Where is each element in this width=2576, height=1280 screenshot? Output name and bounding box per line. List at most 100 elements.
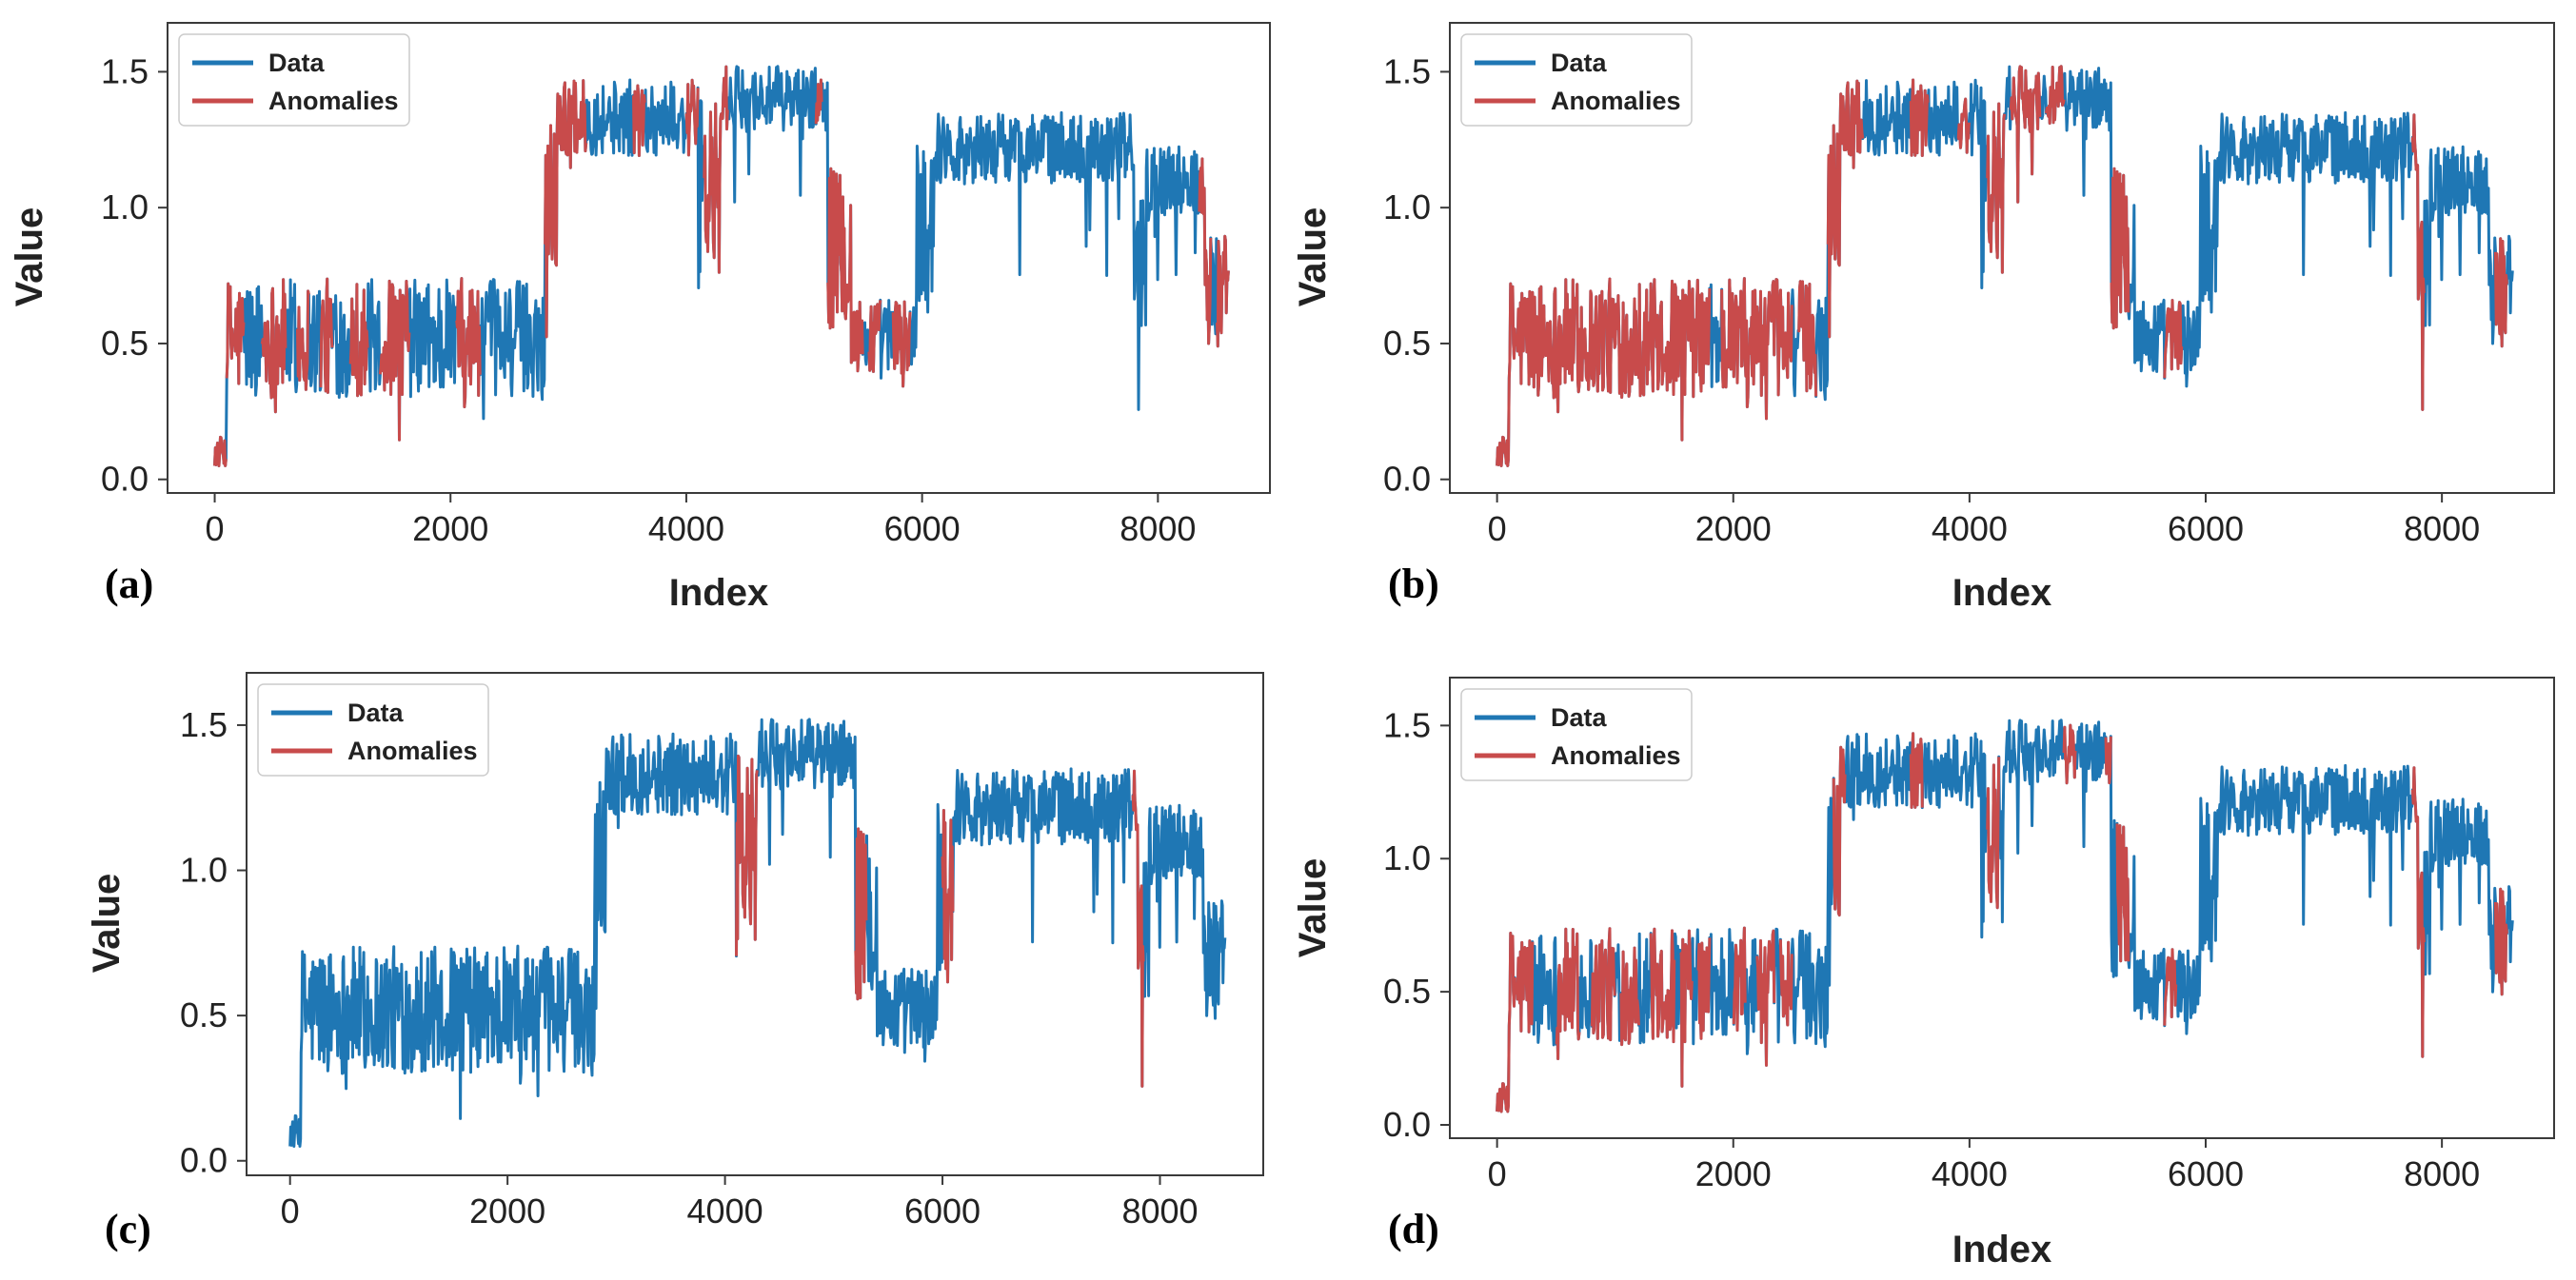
x-tick-label: 6000 xyxy=(884,509,961,548)
legend: Data Anomalies xyxy=(178,33,410,127)
x-tick-label: 0 xyxy=(206,509,225,548)
y-tick-label: 0.0 xyxy=(180,1141,228,1180)
legend-label-anomalies: Anomalies xyxy=(1551,87,1681,115)
anomaly-segment xyxy=(1216,234,1230,348)
panel-label: (a) xyxy=(105,561,153,607)
anomaly-segment xyxy=(544,79,588,339)
legend: Data Anomalies xyxy=(1460,33,1693,127)
x-tick-label: 6000 xyxy=(2168,509,2244,548)
panel-label: (c) xyxy=(105,1206,151,1252)
anomaly-segment xyxy=(2062,723,2077,785)
x-tick-label: 0 xyxy=(1488,1154,1507,1193)
anomaly-segment xyxy=(854,827,868,1001)
anomaly-segment xyxy=(2494,887,2508,996)
x-tick-label: 4000 xyxy=(687,1191,763,1231)
y-tick-label: 0.5 xyxy=(1383,972,1431,1011)
y-tick-label: 0.5 xyxy=(1383,324,1431,363)
anomaly-segment xyxy=(1909,732,1924,809)
anomaly-segment xyxy=(225,282,246,385)
anomaly-segment xyxy=(1619,946,1640,1047)
y-tick-label: 1.5 xyxy=(180,705,228,744)
y-tick-label: 1.0 xyxy=(101,187,149,226)
anomaly-segment xyxy=(1755,929,1776,1067)
anomaly-segment xyxy=(2104,736,2112,785)
x-tick-label: 0 xyxy=(281,1191,300,1231)
y-tick-label: 0.0 xyxy=(1383,1105,1431,1144)
y-axis-title: Value xyxy=(1292,207,1334,307)
anomaly-segment xyxy=(1555,927,1581,1060)
legend-label-data: Data xyxy=(268,49,326,77)
anomaly-segment xyxy=(1198,157,1213,345)
anomaly-segment xyxy=(260,278,287,414)
anomaly-segment xyxy=(1732,926,1747,1032)
anomaly-segment xyxy=(2163,299,2184,379)
anomaly-segment xyxy=(1496,277,1712,467)
chart-panel-3: 0.0 0.5 1.0 1.5 0 2000 4000 6000 8000 Value (c) Dat… xyxy=(86,672,1264,1252)
anomaly-segment xyxy=(826,167,864,373)
anomaly-segment xyxy=(1986,102,2007,274)
anomaly-segment xyxy=(735,754,759,956)
anomaly-segment xyxy=(378,279,411,442)
y-tick-label: 1.0 xyxy=(180,851,228,890)
legend-label-anomalies: Anomalies xyxy=(268,87,399,115)
anomaly-segment xyxy=(891,300,912,388)
legend: Data Anomalies xyxy=(1460,688,1693,781)
y-axis-title: Value xyxy=(9,207,50,307)
legend-label-data: Data xyxy=(1551,703,1608,732)
y-tick-label: 0.0 xyxy=(1383,460,1431,499)
anomaly-segment xyxy=(1496,932,1516,1113)
y-tick-label: 0.0 xyxy=(101,460,149,499)
x-tick-label: 2000 xyxy=(1695,1154,1772,1193)
y-tick-label: 1.0 xyxy=(1383,187,1431,226)
x-axis-title: Index xyxy=(1952,1229,2051,1270)
anomaly-segment xyxy=(1778,939,1793,1027)
y-tick-label: 0.5 xyxy=(101,324,149,363)
anomaly-segment xyxy=(1590,927,1616,1042)
anomaly-segment xyxy=(1513,939,1535,1034)
y-axis-title: Value xyxy=(1292,858,1334,958)
anomaly-segment xyxy=(2410,113,2426,411)
y-tick-label: 1.5 xyxy=(101,51,149,90)
anomaly-segment xyxy=(2494,237,2508,348)
anomaly-segment xyxy=(1131,769,1145,1088)
anomaly-segment xyxy=(1720,277,1793,421)
x-axis-title: Index xyxy=(1952,572,2051,614)
anomaly-segment xyxy=(814,78,823,125)
chart-panel-2: 0.0 0.5 1.0 1.5 0 2000 4000 6000 8000 Value Index (… xyxy=(1292,22,2555,614)
legend: Data Anomalies xyxy=(257,683,489,777)
anomaly-segment xyxy=(2045,65,2066,125)
x-tick-label: 2000 xyxy=(1695,509,1772,548)
y-tick-label: 0.5 xyxy=(180,995,228,1034)
anomaly-segment xyxy=(1909,78,1930,157)
y-tick-label: 1.5 xyxy=(1383,705,1431,744)
anomaly-segment xyxy=(1956,97,1971,154)
chart-panel-1: 0.0 0.5 1.0 1.5 0 2000 4000 6000 8000 Value Index (… xyxy=(9,22,1271,614)
x-tick-label: 8000 xyxy=(2404,1154,2480,1193)
anomaly-segment xyxy=(2163,948,2178,1026)
anomaly-segment xyxy=(867,300,882,373)
anomaly-segment xyxy=(213,435,228,467)
y-axis-title: Value xyxy=(86,874,128,974)
legend-label-data: Data xyxy=(347,699,405,727)
anomaly-segment xyxy=(2110,167,2130,330)
anomaly-segment xyxy=(684,78,700,157)
x-tick-label: 4000 xyxy=(1932,509,2008,548)
x-tick-label: 2000 xyxy=(412,509,488,548)
anomaly-segment xyxy=(1696,937,1712,1040)
anomaly-segment xyxy=(1832,745,1847,917)
legend-label-anomalies: Anomalies xyxy=(1551,741,1681,770)
anomaly-segment xyxy=(1679,929,1694,1088)
x-tick-label: 2000 xyxy=(469,1191,545,1231)
legend-label-anomalies: Anomalies xyxy=(347,737,478,765)
x-tick-label: 4000 xyxy=(648,509,724,548)
x-tick-label: 4000 xyxy=(1932,1154,2008,1193)
x-tick-label: 8000 xyxy=(2404,509,2480,548)
anomaly-segment xyxy=(1986,757,2001,910)
x-axis-title: Index xyxy=(669,572,768,614)
y-tick-label: 1.0 xyxy=(1383,838,1431,877)
anomaly-segment xyxy=(319,277,334,394)
anomaly-segment xyxy=(1797,280,1818,397)
legend-label-data: Data xyxy=(1551,49,1608,77)
x-tick-label: 6000 xyxy=(2168,1154,2244,1193)
